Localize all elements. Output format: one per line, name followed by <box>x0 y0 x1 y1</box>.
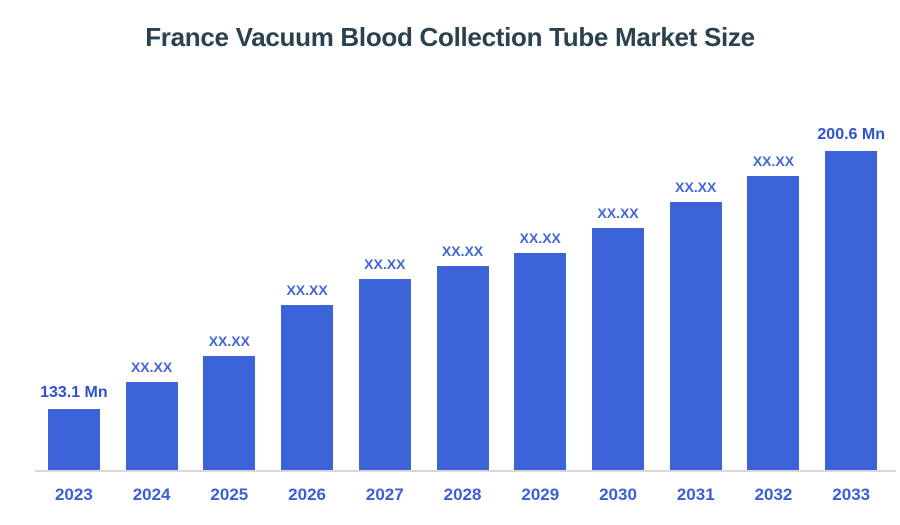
bar-2025 <box>203 356 256 470</box>
bar-column-2033: 200.6 Mn <box>812 0 890 470</box>
bar-value-label-2027: XX.XX <box>364 256 406 272</box>
bar-column-2029: XX.XX <box>501 0 579 470</box>
x-axis-label-2033: 2033 <box>832 485 871 504</box>
bar-value-label-2023: 133.1 Mn <box>40 384 108 401</box>
x-axis-label-2024: 2024 <box>132 485 171 504</box>
x-axis-label-2027: 2027 <box>365 485 404 504</box>
bar-value-label-2033: 200.6 Mn <box>817 126 885 143</box>
bar-value-label-2032: XX.XX <box>752 153 795 169</box>
bar-value-label-2031: XX.XX <box>675 179 717 195</box>
bar-value-label-2026: XX.XX <box>286 282 328 298</box>
x-axis-label-2025: 2025 <box>210 485 249 504</box>
bar-column-2028: XX.XX <box>424 0 502 470</box>
x-axis-label-2026: 2026 <box>288 485 326 504</box>
bar-value-label-2029: XX.XX <box>519 230 561 246</box>
bar-column-2025: XX.XX <box>190 0 268 470</box>
x-axis-label-2032: 2032 <box>754 485 793 504</box>
bar-column-2030: XX.XX <box>579 0 657 470</box>
bar-2029 <box>514 253 567 470</box>
bar-column-2024: XX.XX <box>113 0 191 470</box>
chart-title: France Vacuum Blood Collection Tube Mark… <box>145 22 755 52</box>
bar-2031 <box>669 202 722 470</box>
bar-value-label-2025: XX.XX <box>208 333 250 349</box>
bar-2026 <box>281 305 334 470</box>
x-axis-labels: 2023 2024 2025 2026 2027 2028 2029 2030 2031 2032… <box>35 485 890 505</box>
plot-area: 133.1 Mn XX.XX XX.XX XX.XX XX.XX XX.XX XX.XX XX… <box>35 0 890 470</box>
bar-value-label-2024: XX.XX <box>130 359 173 375</box>
bar-2030 <box>592 228 644 470</box>
bar-column-2026: XX.XX <box>268 0 346 470</box>
bar-2027 <box>358 279 411 470</box>
x-axis-label-2028: 2028 <box>443 485 482 504</box>
bar-value-label-2028: XX.XX <box>441 243 484 259</box>
bar-column-2027: XX.XX <box>346 0 424 470</box>
x-axis-label-2030: 2030 <box>599 485 637 504</box>
bar-value-label-2030: XX.XX <box>597 205 639 221</box>
bar-2023 <box>47 409 100 470</box>
bar-2033 <box>825 151 878 470</box>
bar-column-2023: 133.1 Mn <box>35 0 113 470</box>
bar-2028 <box>436 266 489 470</box>
bar-column-2032: XX.XX <box>735 0 813 470</box>
bar-2032 <box>747 176 800 470</box>
bar-2024 <box>125 382 178 470</box>
x-axis-label-2023: 2023 <box>54 485 93 504</box>
bar-column-2031: XX.XX <box>657 0 735 470</box>
x-axis-line <box>35 470 896 472</box>
x-axis-label-2031: 2031 <box>676 485 715 504</box>
x-axis-label-2029: 2029 <box>521 485 560 504</box>
